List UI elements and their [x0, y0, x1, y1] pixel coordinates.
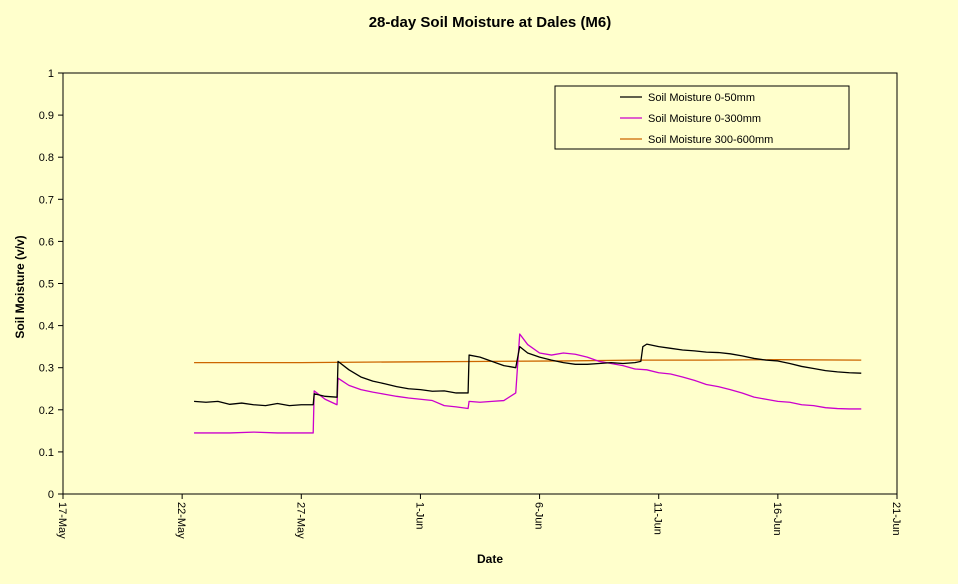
y-tick-label: 0.1 [39, 447, 54, 459]
y-tick-label: 0.5 [39, 279, 54, 291]
x-tick-label: 11-Jun [652, 502, 664, 535]
y-tick-label: 0.4 [39, 321, 54, 333]
y-axis-label: Soil Moisture (v/v) [13, 235, 27, 338]
y-tick-label: 0.8 [39, 152, 54, 164]
x-tick-label: 27-May [294, 502, 306, 539]
legend: Soil Moisture 0-50mm Soil Moisture 0-300… [554, 85, 850, 150]
x-tick-label: 21-Jun [890, 502, 902, 536]
series-line-soil-moisture-0-50mm [194, 343, 862, 407]
legend-label-300-600mm: Soil Moisture 300-600mm [648, 134, 773, 146]
y-tick-label: 0.6 [39, 236, 54, 248]
chart-title: 28-day Soil Moisture at Dales (M6) [369, 14, 612, 31]
legend-box [554, 85, 850, 150]
x-axis-label: Date [477, 552, 503, 566]
x-tick-label: 22-May [175, 502, 187, 539]
y-tick-label: 0.7 [39, 194, 54, 206]
legend-label-0-300mm: Soil Moisture 0-300mm [648, 113, 761, 125]
x-tick-label: 17-May [56, 502, 68, 539]
legend-label-0-50mm: Soil Moisture 0-50mm [648, 92, 755, 104]
y-tick-label: 0.2 [39, 405, 54, 417]
y-tick-label: 1 [48, 68, 54, 80]
y-tick-label: 0.9 [39, 110, 54, 122]
series-line-soil-moisture-0-300mm [194, 333, 862, 434]
y-tick-label: 0 [48, 489, 54, 501]
y-axis: 0 0.1 0.2 0.3 0.4 0.5 0.6 0.7 0.8 0.9 1 [39, 68, 63, 501]
y-tick-label: 0.3 [39, 363, 54, 375]
series-lines [194, 333, 862, 434]
x-tick-label: 16-Jun [771, 502, 783, 536]
x-tick-label: 1-Jun [413, 502, 425, 530]
x-axis: 17-May 22-May 27-May 1-Jun 6-Jun 11-Jun 16-Jun… [56, 494, 902, 539]
x-tick-label: 6-Jun [533, 502, 545, 530]
